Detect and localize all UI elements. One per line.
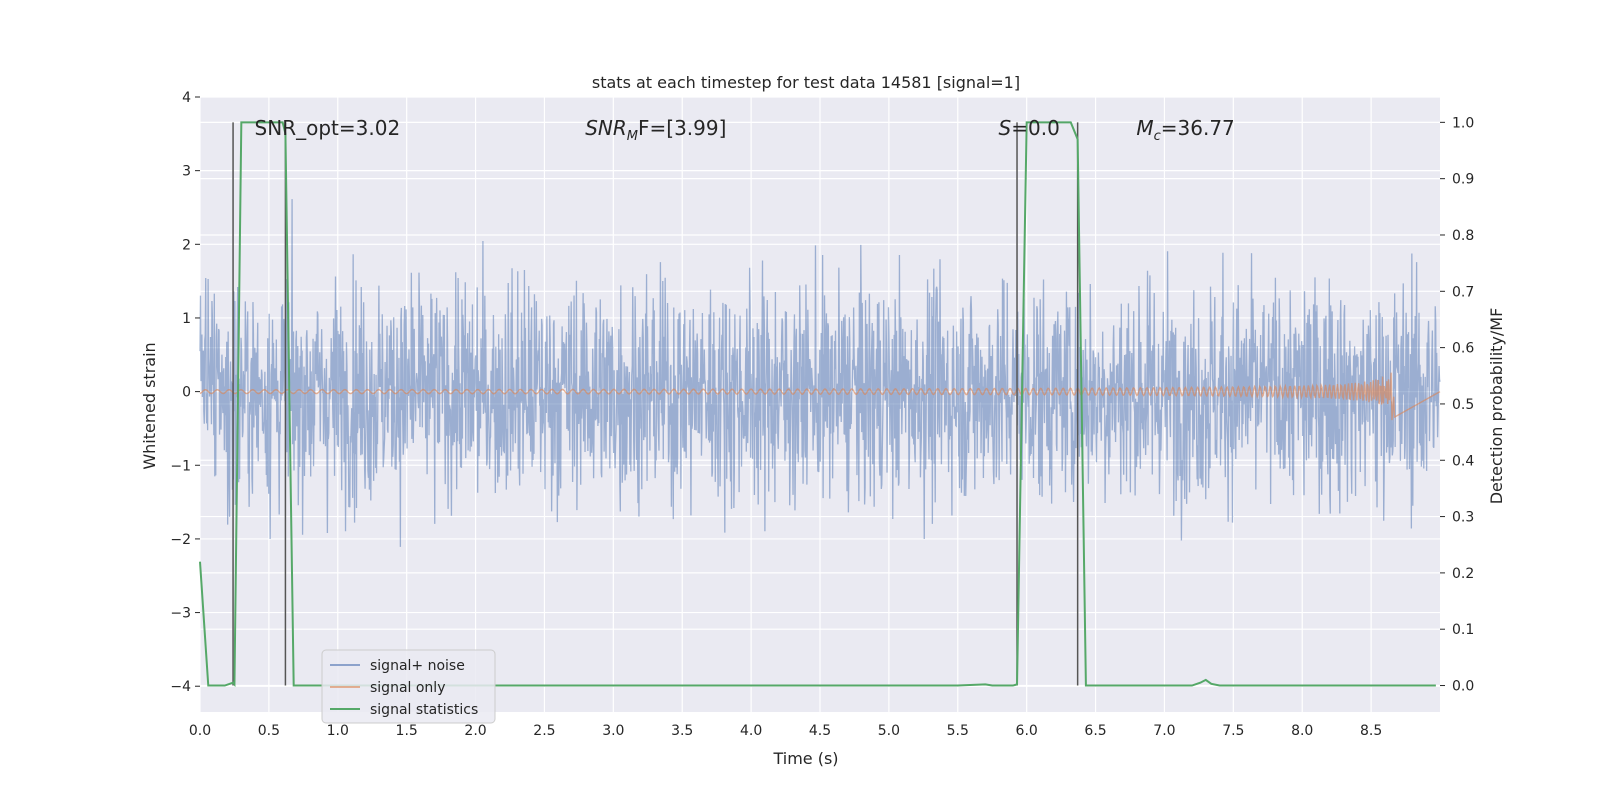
y2-tick-label: 0.8: [1452, 228, 1474, 244]
x-tick-label: 2.5: [533, 723, 555, 739]
x-tick-label: 0.0: [189, 723, 211, 739]
y-tick-label: −3: [170, 606, 191, 622]
signal-statistics-line: [199, 121, 1436, 688]
y-axis-label: Whitened strain: [140, 342, 159, 469]
x-tick-label: 0.5: [258, 723, 280, 739]
x-tick-label: 7.0: [1153, 723, 1175, 739]
x-tick-label: 4.5: [809, 723, 831, 739]
x-tick-label: 1.5: [396, 723, 418, 739]
y2-tick-label: 0.3: [1452, 510, 1474, 526]
x-tick-label: 5.5: [947, 723, 969, 739]
y2-tick-label: 0.4: [1452, 453, 1474, 469]
signal-statistics-series: [199, 121, 1436, 688]
threshold-vlines: [232, 122, 1079, 686]
y2-tick-label: 0.7: [1452, 284, 1474, 300]
y2-tick-label: 0.1: [1452, 622, 1474, 638]
x-tick-label: 6.0: [1016, 723, 1038, 739]
x-axis-ticks: 0.0 0.5 1.0 1.5 2.0 2.5 3.0 3.5 4.0 4.5 5.0 5.5 6.0 6…: [189, 723, 1382, 739]
y2-tick-label: 1.0: [1452, 115, 1474, 131]
y2-axis-label: Detection probability/MF: [1487, 308, 1506, 505]
legend: signal+ noise signal only signal statistic…: [321, 649, 496, 724]
x-tick-label: 8.5: [1360, 723, 1382, 739]
y-tick-label: 0: [182, 385, 191, 401]
x-tick-label: 6.5: [1084, 723, 1106, 739]
chart-title: stats at each timestep for test data 145…: [592, 73, 1020, 92]
y-tick-label: 1: [182, 311, 191, 327]
x-tick-label: 3.0: [602, 723, 624, 739]
annotations: SNR_opt=3.02 SNRMF=[3.99] S=0.0 Mc=36.77: [255, 116, 1235, 144]
y-tick-label: 4: [182, 90, 191, 106]
x-tick-label: 5.0: [878, 723, 900, 739]
y2-tick-label: 0.5: [1452, 397, 1474, 413]
legend-label: signal+ noise: [370, 658, 465, 674]
x-tick-label: 4.0: [740, 723, 762, 739]
x-axis-label: Time (s): [772, 749, 838, 768]
x-tick-label: 1.0: [327, 723, 349, 739]
y-tick-label: −4: [170, 679, 191, 695]
y-tick-label: 2: [182, 237, 191, 253]
y2-tick-label: 0.9: [1452, 172, 1474, 188]
signal-noise-line: [199, 199, 1441, 547]
signal-only-line: [199, 372, 1441, 421]
x-tick-label: 7.5: [1222, 723, 1244, 739]
x-tick-label: 2.0: [464, 723, 486, 739]
annotation: S=0.0: [999, 116, 1060, 140]
signal-only-series: [199, 372, 1441, 421]
y-tick-label: −2: [170, 532, 191, 548]
y2-tick-label: 0.2: [1452, 566, 1474, 582]
annotation: SNR_opt=3.02: [255, 116, 401, 140]
y-axis-ticks: 4 3 2 1 0 −1 −2 −3 −4: [170, 90, 200, 695]
legend-label: signal only: [370, 680, 445, 696]
annotation: Mc=36.77: [1136, 116, 1234, 144]
y-tick-label: −1: [170, 458, 191, 474]
legend-box: [321, 649, 496, 724]
y-tick-label: 3: [182, 164, 191, 180]
y2-axis-ticks: 1.0 0.9 0.8 0.7 0.6 0.5 0.4 0.3 0.2 0.1 0.0: [1440, 115, 1474, 695]
x-tick-label: 8.0: [1291, 723, 1313, 739]
signal-noise-series: [199, 199, 1441, 547]
y2-tick-label: 0.0: [1452, 679, 1474, 695]
legend-label: signal statistics: [370, 702, 478, 718]
x-tick-label: 3.5: [671, 723, 693, 739]
annotation: SNRMF=[3.99]: [585, 116, 726, 144]
y2-tick-label: 0.6: [1452, 341, 1474, 357]
